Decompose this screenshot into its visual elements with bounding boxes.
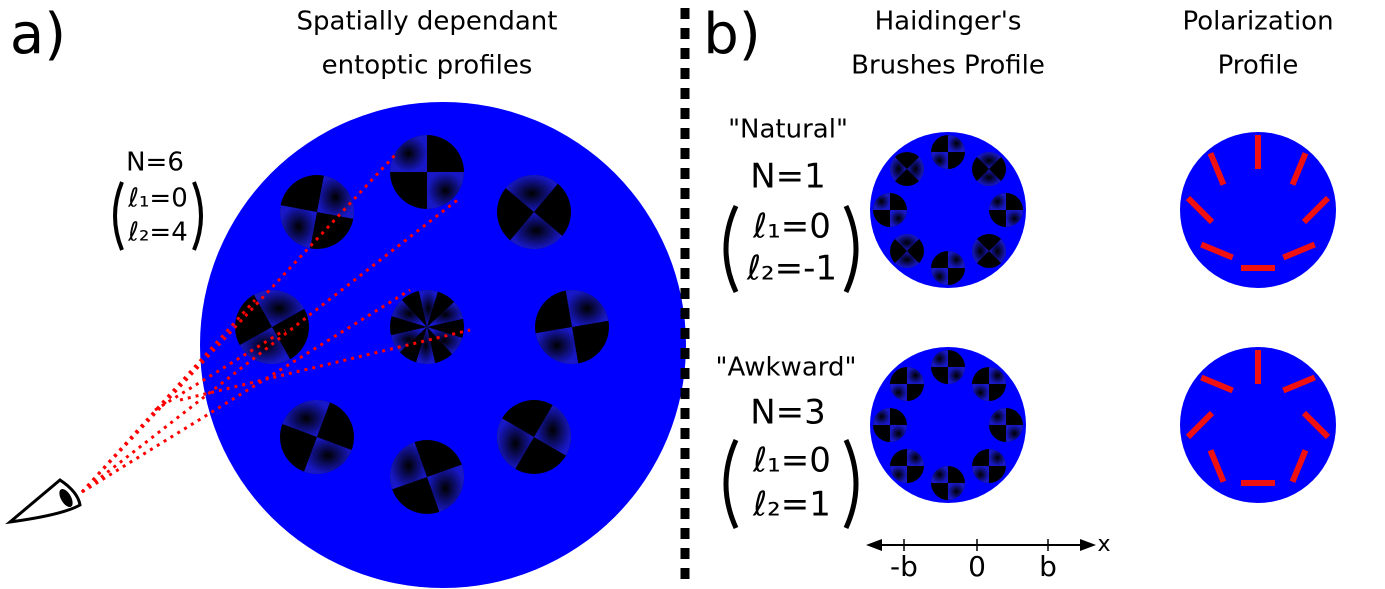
axis-tick-label: b — [1039, 550, 1057, 583]
param-l2: ℓ₂=4 — [127, 218, 188, 248]
row-name: "Natural" — [728, 115, 848, 145]
row-name: "Awkward" — [716, 353, 857, 383]
axis-tick-label: -b — [890, 550, 918, 583]
page: a) Spatially dependant entoptic profiles… — [0, 0, 1385, 589]
arrow — [866, 539, 882, 551]
panel-title: entoptic profiles — [322, 51, 533, 81]
row-l2: ℓ₂=1 — [752, 485, 831, 525]
param-l1: ℓ₁=0 — [127, 184, 188, 214]
column-title: Haidinger's — [875, 7, 1022, 37]
row-l1: ℓ₁=0 — [752, 207, 831, 247]
row-n: N=1 — [750, 157, 826, 197]
figure: a) Spatially dependant entoptic profiles… — [0, 0, 1385, 589]
row-l2: ℓ₂=-1 — [746, 249, 837, 289]
column-title: Polarization — [1182, 7, 1333, 37]
brush-sector — [890, 466, 907, 483]
panel-title: Spatially dependant — [297, 7, 558, 37]
panel-label: b) — [703, 2, 760, 67]
panel-label: a) — [10, 2, 66, 67]
row-n: N=3 — [750, 393, 826, 433]
param-n: N=6 — [126, 148, 184, 178]
column-title: Profile — [1218, 51, 1299, 81]
column-title: Brushes Profile — [851, 51, 1045, 81]
arrow — [1080, 539, 1096, 551]
axis-label: x — [1097, 532, 1110, 557]
row-l1: ℓ₁=0 — [752, 441, 831, 481]
brush-sector — [989, 367, 1006, 384]
shapes — [10, 8, 1336, 588]
axis-tick-label: 0 — [968, 550, 986, 583]
